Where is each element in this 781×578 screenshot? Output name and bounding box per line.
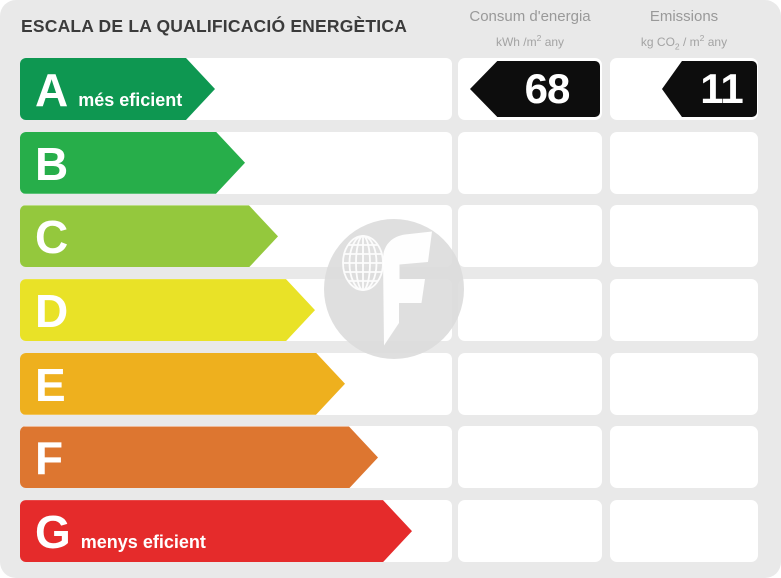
emissions-value: 11 bbox=[700, 65, 743, 112]
rating-bar-g: G menys eficient bbox=[20, 500, 412, 562]
rating-grid: A més eficient 68 11 B bbox=[20, 58, 758, 574]
rating-letter-e: E bbox=[35, 358, 66, 411]
emissions-cell-f bbox=[610, 426, 758, 489]
emissions-cell-b bbox=[610, 131, 758, 194]
rating-bar-f: F bbox=[20, 426, 378, 488]
consum-column-title: Consum d'energia bbox=[469, 8, 591, 25]
emissions-cell-g bbox=[610, 500, 758, 563]
rating-bar-c: C bbox=[20, 205, 278, 267]
page-title: ESCALA DE LA QUALIFICACIÓ ENERGÈTICA bbox=[21, 16, 408, 36]
emissions-cell-d bbox=[610, 279, 758, 342]
rating-row-d: D bbox=[20, 279, 758, 342]
rating-bar-a: A més eficient bbox=[20, 58, 215, 120]
rating-letter-d: D bbox=[35, 285, 69, 338]
rating-bar-e: E bbox=[20, 353, 345, 415]
rating-row-a: A més eficient 68 11 bbox=[20, 58, 758, 120]
consum-cell-b bbox=[458, 131, 602, 194]
emissions-cell-a: 11 bbox=[610, 58, 758, 120]
consum-value: 68 bbox=[524, 65, 571, 112]
rating-bar-d: D bbox=[20, 279, 315, 341]
rating-row-c: C bbox=[20, 205, 758, 268]
consum-cell-d bbox=[458, 279, 602, 342]
consum-cell-a: 68 bbox=[458, 58, 602, 120]
consum-cell-g bbox=[458, 500, 602, 563]
rating-label-g: menys eficient bbox=[80, 532, 206, 553]
rating-row-f: F bbox=[20, 426, 758, 489]
emissions-cell-e bbox=[610, 352, 758, 415]
consum-cell-c bbox=[458, 205, 602, 268]
rating-row-g: G menys eficient bbox=[20, 500, 758, 563]
emissions-column-title: Emissions bbox=[649, 8, 719, 25]
rating-letter-g: G bbox=[35, 506, 71, 559]
emissions-cell-c bbox=[610, 205, 758, 268]
rating-letter-a: A bbox=[35, 64, 69, 116]
rating-bar-b: B bbox=[20, 132, 245, 194]
rating-letter-f: F bbox=[35, 432, 64, 485]
consum-cell-f bbox=[458, 426, 602, 489]
emissions-value-badge: 11 bbox=[662, 61, 757, 117]
consum-cell-e bbox=[458, 352, 602, 415]
rating-row-b: B bbox=[20, 131, 758, 194]
rating-letter-c: C bbox=[35, 211, 69, 264]
emissions-column-header: Emissions kg CO2 / m2 any bbox=[610, 7, 758, 55]
rating-row-e: E bbox=[20, 352, 758, 415]
rating-letter-b: B bbox=[35, 137, 69, 190]
consum-column-unit: kWh /m2 any bbox=[495, 33, 565, 49]
rating-label-a: més eficient bbox=[78, 90, 183, 110]
consum-value-badge: 68 bbox=[470, 61, 600, 117]
consum-column-header: Consum d'energia kWh /m2 any bbox=[458, 7, 602, 51]
emissions-column-unit: kg CO2 / m2 any bbox=[640, 33, 728, 52]
